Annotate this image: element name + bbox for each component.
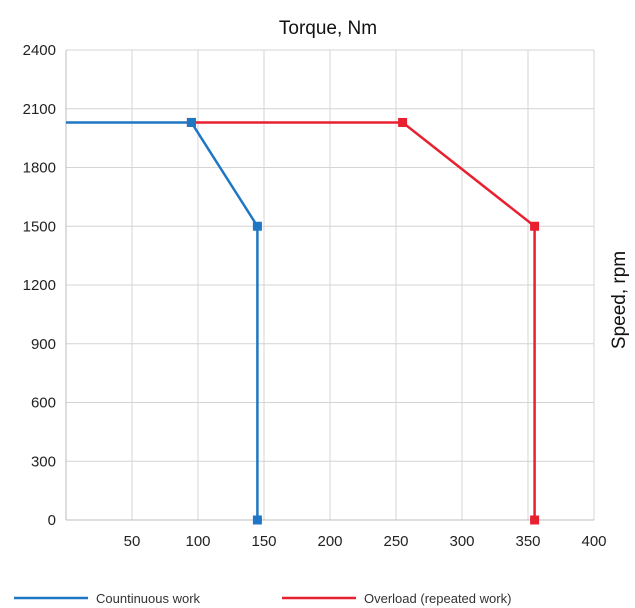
series-line-continuous (66, 121, 259, 520)
series-line-overload (191, 121, 536, 520)
y-tick-label: 2100 (23, 101, 56, 118)
y-axis-label: Speed, rpm (609, 251, 630, 349)
axes (65, 50, 594, 521)
data-point-overload (530, 221, 540, 231)
data-point-continuous (186, 117, 196, 127)
y-tick-label: 1800 (23, 160, 56, 177)
y-tick-label: 0 (48, 512, 56, 529)
y-tick-label: 1200 (23, 277, 56, 294)
data-point-continuous (252, 515, 262, 525)
y-tick-label: 600 (31, 395, 56, 412)
x-tick-label: 100 (185, 533, 210, 550)
legend: Countinuous work Overload (repeated work… (14, 591, 511, 606)
x-tick-label: 300 (449, 533, 474, 550)
y-tick-label: 900 (31, 336, 56, 353)
y-tick-label: 300 (31, 453, 56, 470)
plot-series (66, 117, 540, 525)
data-point-overload (530, 515, 540, 525)
y-tick-label: 1500 (23, 218, 56, 235)
x-tick-label: 250 (383, 533, 408, 550)
chart-title: Torque, Nm (279, 18, 377, 39)
x-tick-label: 50 (124, 533, 141, 550)
grid-lines (66, 49, 595, 521)
x-tick-label: 200 (317, 533, 342, 550)
x-tick-label: 350 (515, 533, 540, 550)
x-tick-label: 150 (251, 533, 276, 550)
x-tick-label: 400 (581, 533, 606, 550)
data-point-overload (398, 117, 408, 127)
legend-label-continuous: Countinuous work (96, 591, 201, 606)
tick-labels: 50 100 150 200 250 300 350 400 0 300 600 900 1200 150… (23, 42, 607, 550)
y-tick-label: 2400 (23, 42, 56, 59)
data-point-continuous (252, 221, 262, 231)
legend-label-overload: Overload (repeated work) (364, 591, 511, 606)
